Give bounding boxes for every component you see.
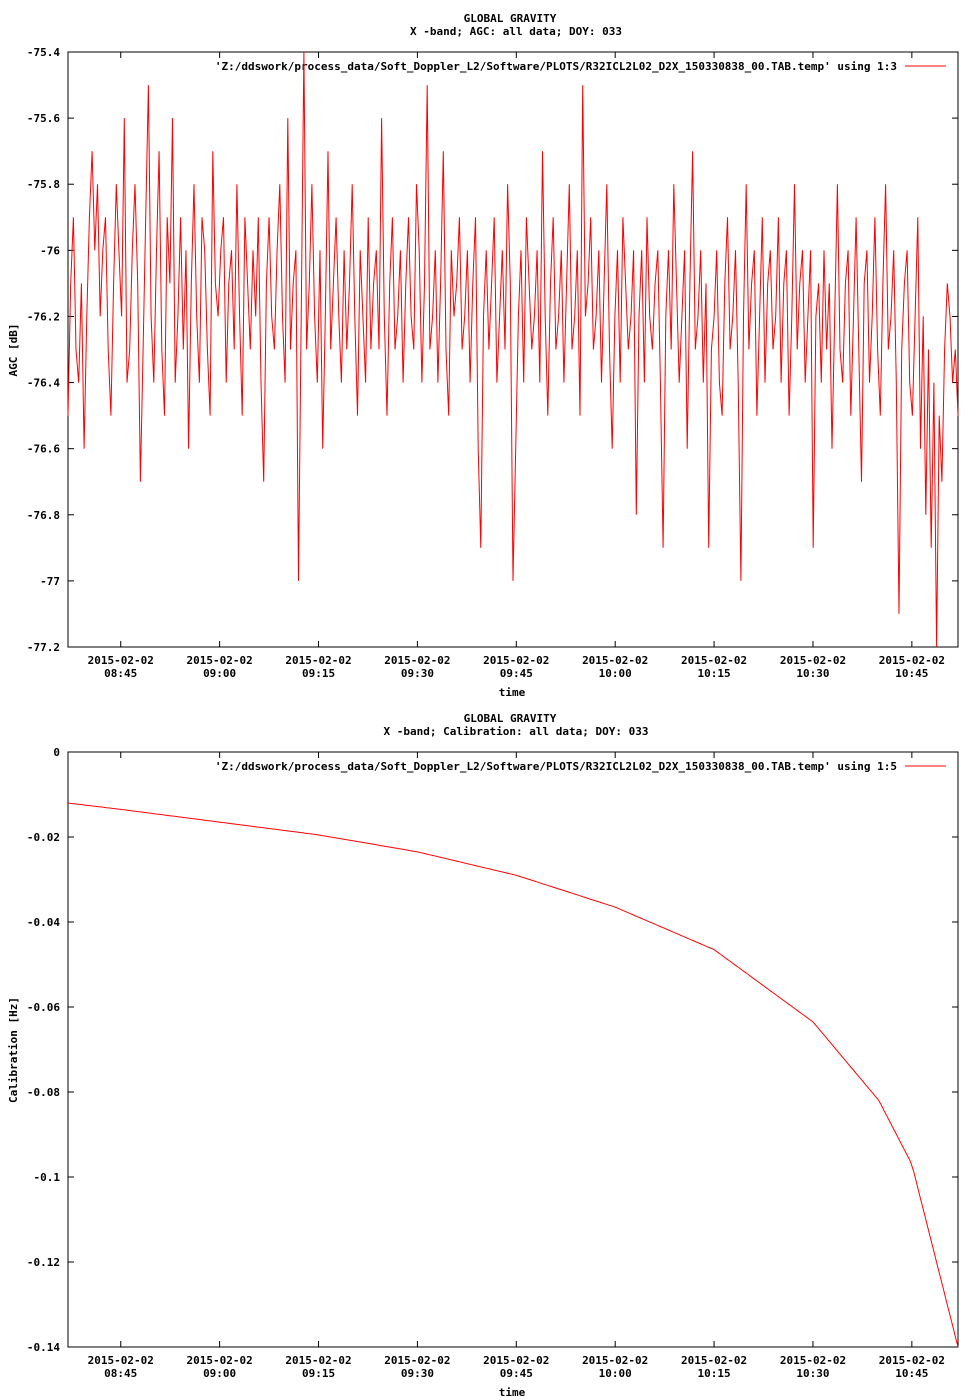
y-tick-label: -0.12 — [27, 1256, 60, 1269]
y-axis-ticks: -75.4 -75.6 -75.8 -76 -76.2 -76.4 -76.6 -76.8 -7… — [27, 46, 958, 654]
x-tick-time: 10:00 — [599, 667, 632, 680]
chart-calibration: GLOBAL GRAVITY X -band; Calibration: all… — [7, 712, 959, 1399]
x-tick-date: 2015-02-02 — [780, 1354, 846, 1367]
legend-entry: 'Z:/ddswork/process_data/Soft_Doppler_L2… — [215, 760, 897, 773]
x-tick-time: 10:30 — [796, 667, 829, 680]
y-axis-ticks: 0 -0.02 -0.04 -0.06 -0.08 -0.1 -0.12 -0.14 — [27, 746, 958, 1354]
x-tick-date: 2015-02-02 — [582, 1354, 648, 1367]
data-series-line — [67, 802, 959, 1348]
y-tick-label: -77.2 — [27, 641, 60, 654]
chart-title: GLOBAL GRAVITY — [464, 712, 557, 725]
x-tick-date: 2015-02-02 — [88, 654, 154, 667]
x-tick-time: 09:30 — [401, 1367, 434, 1380]
data-series-line — [67, 51, 959, 648]
x-axis-label: time — [499, 686, 526, 699]
x-tick-date: 2015-02-02 — [88, 1354, 154, 1367]
y-tick-label: -76.2 — [27, 310, 60, 323]
x-tick-time: 09:15 — [302, 1367, 335, 1380]
x-tick-date: 2015-02-02 — [681, 1354, 747, 1367]
y-tick-label: -76.4 — [27, 377, 60, 390]
x-tick-time: 09:00 — [203, 667, 236, 680]
x-tick-time: 09:45 — [500, 667, 533, 680]
x-axis-ticks: 2015-02-0208:452015-02-0209:002015-02-02… — [88, 752, 945, 1380]
x-tick-date: 2015-02-02 — [879, 654, 945, 667]
x-tick-date: 2015-02-02 — [187, 654, 253, 667]
x-tick-time: 09:00 — [203, 1367, 236, 1380]
y-tick-label: -76 — [40, 244, 60, 257]
y-tick-label: -77 — [40, 575, 60, 588]
x-tick-time: 10:30 — [796, 1367, 829, 1380]
x-tick-date: 2015-02-02 — [285, 1354, 351, 1367]
y-tick-label: -75.8 — [27, 178, 60, 191]
x-tick-date: 2015-02-02 — [384, 654, 450, 667]
x-tick-time: 10:15 — [698, 667, 731, 680]
y-tick-label: -0.04 — [27, 916, 60, 929]
y-tick-label: -0.1 — [34, 1171, 61, 1184]
chart-subtitle: X -band; AGC: all data; DOY: 033 — [410, 25, 622, 38]
legend: 'Z:/ddswork/process_data/Soft_Doppler_L2… — [215, 60, 946, 73]
chart-subtitle: X -band; Calibration: all data; DOY: 033 — [384, 725, 649, 738]
y-axis-label: Calibration [Hz] — [7, 997, 20, 1103]
x-tick-time: 09:15 — [302, 667, 335, 680]
y-tick-label: -0.14 — [27, 1341, 60, 1354]
y-tick-label: -0.08 — [27, 1086, 60, 1099]
x-tick-date: 2015-02-02 — [879, 1354, 945, 1367]
x-tick-time: 09:45 — [500, 1367, 533, 1380]
x-tick-date: 2015-02-02 — [681, 654, 747, 667]
y-tick-label: -76.8 — [27, 509, 60, 522]
y-tick-label: -75.6 — [27, 112, 60, 125]
plot-frame — [67, 751, 959, 1348]
y-tick-label: -76.6 — [27, 443, 60, 456]
x-tick-date: 2015-02-02 — [285, 654, 351, 667]
y-tick-label: -75.4 — [27, 46, 60, 59]
y-tick-label: -0.02 — [27, 831, 60, 844]
x-tick-time: 09:30 — [401, 667, 434, 680]
x-tick-time: 10:00 — [599, 1367, 632, 1380]
legend: 'Z:/ddswork/process_data/Soft_Doppler_L2… — [215, 760, 946, 773]
x-axis-label: time — [499, 1386, 526, 1399]
x-tick-time: 08:45 — [104, 667, 137, 680]
x-tick-date: 2015-02-02 — [187, 1354, 253, 1367]
x-axis-ticks: 2015-02-0208:452015-02-0209:002015-02-02… — [88, 52, 945, 680]
x-tick-time: 10:15 — [698, 1367, 731, 1380]
x-tick-date: 2015-02-02 — [483, 654, 549, 667]
x-tick-date: 2015-02-02 — [582, 654, 648, 667]
y-tick-label: 0 — [53, 746, 60, 759]
x-tick-date: 2015-02-02 — [483, 1354, 549, 1367]
plot-frame — [67, 51, 959, 648]
legend-entry: 'Z:/ddswork/process_data/Soft_Doppler_L2… — [215, 60, 897, 73]
chart-title: GLOBAL GRAVITY — [464, 12, 557, 25]
x-tick-time: 08:45 — [104, 1367, 137, 1380]
x-tick-date: 2015-02-02 — [780, 654, 846, 667]
x-tick-time: 10:45 — [895, 1367, 928, 1380]
chart-agc: GLOBAL GRAVITY X -band; AGC: all data; D… — [7, 12, 959, 699]
x-tick-time: 10:45 — [895, 667, 928, 680]
y-axis-label: AGC [dB] — [7, 324, 20, 377]
y-tick-label: -0.06 — [27, 1001, 60, 1014]
x-tick-date: 2015-02-02 — [384, 1354, 450, 1367]
